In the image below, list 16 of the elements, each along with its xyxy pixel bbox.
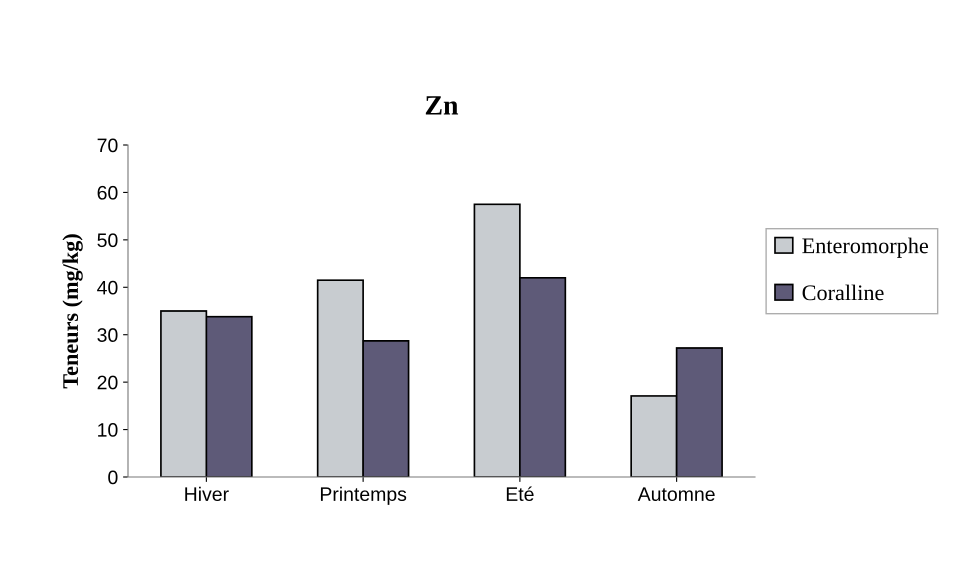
y-tick-label: 40 — [97, 280, 118, 295]
x-tick-label: Printemps — [320, 486, 406, 505]
y-tick-label: 0 — [108, 470, 118, 484]
y-tick-label: 10 — [98, 423, 118, 437]
y-tick-label: 30 — [97, 328, 118, 342]
legend-label: Enteromorphe — [802, 238, 928, 258]
y-tick-label: 70 — [98, 138, 118, 152]
y-tick-label: 50 — [97, 233, 118, 248]
y-tick-label: 60 — [98, 186, 118, 200]
y-axis-title: Teneurs (mg/kg) — [62, 234, 83, 388]
legend-label: Coralline — [802, 284, 884, 300]
x-tick-label: Eté — [506, 486, 534, 502]
chart-title: Zn — [426, 96, 458, 114]
y-tick-label: 20 — [98, 376, 118, 390]
x-tick-label: Hiver — [185, 486, 229, 502]
x-tick-label: Automne — [638, 487, 715, 502]
